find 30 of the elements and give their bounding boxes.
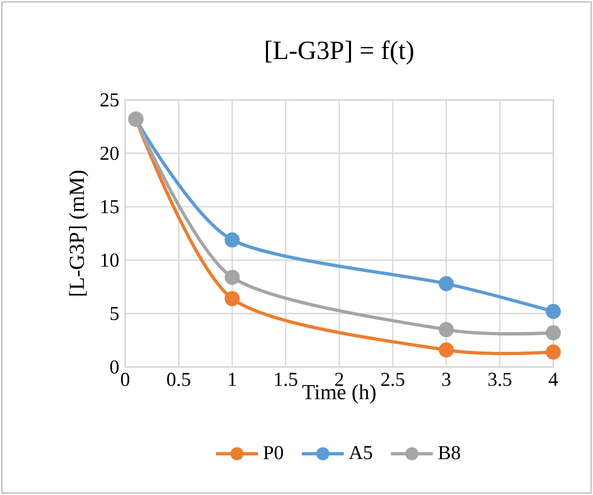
x-tick-label: 0 xyxy=(120,372,130,386)
point xyxy=(438,276,454,292)
x-tick-label: 1 xyxy=(228,372,236,386)
point xyxy=(438,322,454,338)
legend-label: P0 xyxy=(264,446,283,460)
x-tick-label: 2.5 xyxy=(381,372,404,386)
x-tick-label: 3.5 xyxy=(488,372,512,386)
y-axis-title: [L-G3P] (mM) xyxy=(69,170,88,296)
y-tick-label: 0 xyxy=(110,360,119,374)
y-tick-label: 25 xyxy=(100,93,119,107)
x-tick-label: 1.5 xyxy=(275,372,298,386)
y-tick-label: 10 xyxy=(101,254,119,267)
point xyxy=(546,304,561,320)
point xyxy=(546,344,561,360)
x-tick-label: 4 xyxy=(548,372,558,386)
point xyxy=(546,325,561,340)
y-tick-label: 20 xyxy=(100,146,119,160)
y-tick-label: 5 xyxy=(110,307,119,320)
x-tick-label: 3 xyxy=(442,372,450,386)
chart-title: [L-G3P] = f(t) xyxy=(266,40,414,65)
x-tick-label: 0.5 xyxy=(167,372,190,386)
legend-label: B8 xyxy=(438,446,460,460)
point xyxy=(438,342,454,358)
x-tick-label: 2 xyxy=(335,372,344,386)
point xyxy=(224,232,240,248)
legend-label: A5 xyxy=(348,446,372,460)
point xyxy=(224,270,240,285)
point xyxy=(224,291,240,306)
y-tick-label: 15 xyxy=(101,200,119,214)
x-axis-title: Time (h) xyxy=(302,384,376,404)
